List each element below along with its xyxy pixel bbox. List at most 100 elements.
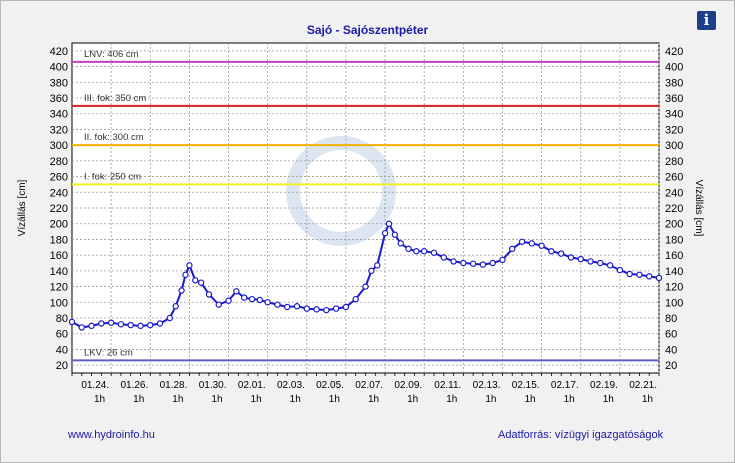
x-tick-date: 01.28. <box>160 380 188 391</box>
y-axis-title-left: Vízállás [cm] <box>17 179 28 236</box>
data-point <box>233 288 240 295</box>
data-point <box>469 260 477 267</box>
x-tick-date: 02.13. <box>473 380 501 391</box>
data-point <box>313 306 320 313</box>
data-point <box>88 322 95 330</box>
x-tick-date: 02.09. <box>394 380 422 391</box>
x-tick-date: 02.15. <box>512 380 540 391</box>
data-point <box>215 301 222 308</box>
data-point <box>248 295 256 303</box>
y-tick-left: 240 <box>50 187 68 199</box>
data-point <box>397 240 404 247</box>
y-tick-left: 120 <box>50 282 68 294</box>
data-point <box>205 291 213 298</box>
y-axis-title-right: Vízállás [cm] <box>693 180 704 237</box>
data-point <box>606 262 614 269</box>
y-tick-left: 360 <box>50 93 68 105</box>
x-tick-date: 02.01. <box>238 380 266 391</box>
data-point <box>557 250 565 257</box>
data-point <box>264 299 271 306</box>
data-point <box>450 258 457 265</box>
y-tick-left: 100 <box>50 297 68 309</box>
y-tick-left: 220 <box>50 203 68 215</box>
data-point <box>98 320 105 327</box>
data-point <box>548 248 555 255</box>
y-tick-right: 60 <box>665 329 677 341</box>
y-tick-right: 260 <box>665 172 683 184</box>
source-link[interactable]: www.hydroinfo.hu <box>68 429 155 441</box>
y-tick-left: 20 <box>56 360 68 372</box>
threshold-label: II. fok: 300 cm <box>84 132 144 143</box>
x-tick-hour: 1h <box>329 394 340 405</box>
y-tick-right: 20 <box>665 360 677 372</box>
x-tick-hour: 1h <box>94 394 105 405</box>
y-tick-left: 400 <box>50 62 68 74</box>
x-tick-hour: 1h <box>211 394 222 405</box>
data-point <box>172 303 179 310</box>
data-point <box>518 238 526 245</box>
data-point <box>460 259 467 267</box>
data-point <box>107 319 115 326</box>
y-tick-left: 80 <box>56 313 68 325</box>
data-point <box>182 271 189 278</box>
data-point <box>430 249 438 256</box>
y-tick-right: 220 <box>665 203 683 215</box>
y-tick-right: 280 <box>665 156 683 168</box>
threshold-label: LNV: 406 cm <box>84 49 139 60</box>
data-point <box>385 220 393 227</box>
data-point <box>186 262 193 269</box>
y-tick-right: 180 <box>665 234 683 246</box>
data-point <box>391 231 399 238</box>
data-point <box>528 240 536 247</box>
x-tick-date: 02.07. <box>355 380 383 391</box>
data-point <box>127 321 134 329</box>
x-tick-date: 01.30. <box>199 380 227 391</box>
data-point <box>509 245 516 253</box>
x-tick-hour: 1h <box>407 394 418 405</box>
x-tick-date: 02.05. <box>316 380 344 391</box>
x-tick-date: 01.26. <box>120 380 148 391</box>
data-point <box>381 229 389 237</box>
data-point <box>405 245 412 253</box>
data-source-credit: Adatforrás: vízügyi igazgatóságok <box>498 429 664 441</box>
data-point <box>240 294 248 301</box>
data-point <box>352 295 359 303</box>
x-tick-hour: 1h <box>603 394 614 405</box>
watermark-logo <box>286 136 396 246</box>
y-tick-left: 40 <box>56 344 68 356</box>
info-icon[interactable]: i <box>697 11 716 30</box>
y-tick-right: 340 <box>665 109 683 121</box>
data-point <box>332 305 340 312</box>
data-point <box>293 303 301 310</box>
y-tick-right: 420 <box>665 46 683 58</box>
x-tick-hour: 1h <box>524 394 535 405</box>
data-point <box>655 274 663 282</box>
data-point <box>147 321 154 329</box>
data-point <box>137 322 144 330</box>
data-point <box>156 320 164 327</box>
data-point <box>646 273 653 280</box>
y-tick-right: 380 <box>665 77 683 89</box>
x-tick-hour: 1h <box>368 394 379 405</box>
x-tick-hour: 1h <box>133 394 144 405</box>
data-point <box>479 261 487 268</box>
y-tick-right: 100 <box>665 297 683 309</box>
x-tick-hour: 1h <box>251 394 262 405</box>
y-tick-right: 240 <box>665 187 683 199</box>
x-tick-date: 02.03. <box>277 380 305 391</box>
y-tick-right: 80 <box>665 313 677 325</box>
x-tick-date: 02.19. <box>590 380 618 391</box>
data-point <box>374 262 381 269</box>
data-point <box>499 256 506 264</box>
y-tick-left: 60 <box>56 329 68 341</box>
chart-title: Sajó - Sajószentpéter <box>306 23 429 37</box>
data-point <box>68 318 76 326</box>
data-point <box>587 258 594 265</box>
data-point <box>274 301 281 308</box>
data-point <box>178 287 185 294</box>
x-tick-date: 01.24. <box>81 380 109 391</box>
data-point <box>626 270 633 278</box>
y-tick-left: 380 <box>50 77 68 89</box>
data-point <box>567 254 575 261</box>
